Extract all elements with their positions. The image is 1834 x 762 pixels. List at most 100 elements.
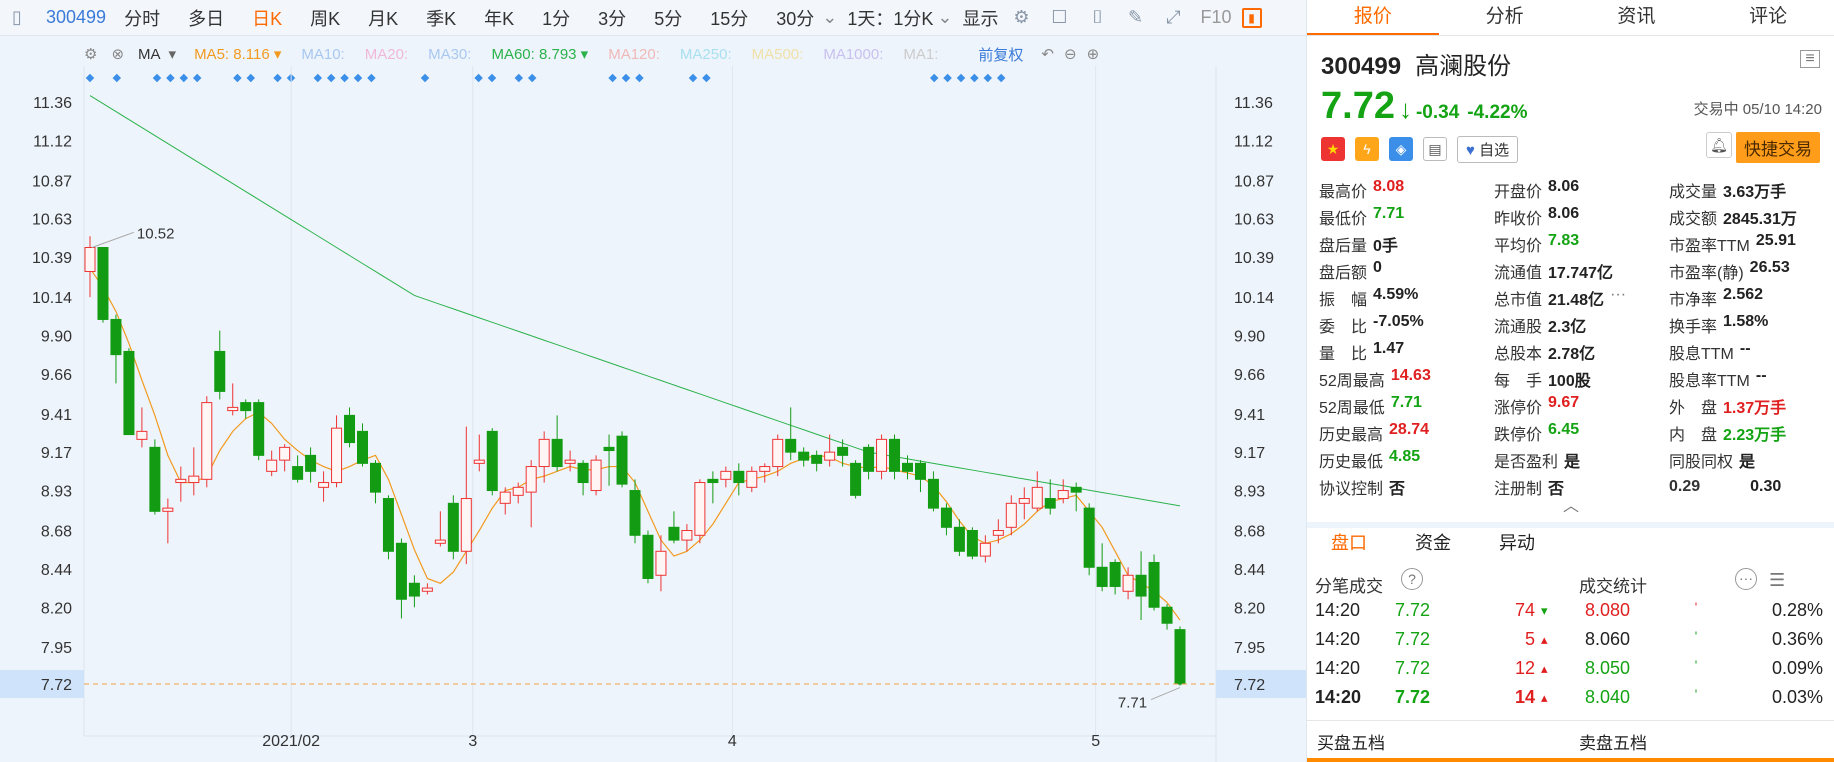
quick-trade-button[interactable]: 快捷交易 [1736, 132, 1820, 163]
stat-label: 总市值 [1494, 291, 1543, 309]
event-marker-icon[interactable] [635, 73, 644, 83]
tab-zhouk[interactable]: 周K [310, 8, 341, 29]
close-icon[interactable]: ⊗ [111, 46, 125, 63]
more-icon[interactable]: ··· [1610, 285, 1627, 303]
tab-yidong[interactable]: 异动 [1499, 533, 1535, 553]
event-marker-icon[interactable] [474, 73, 483, 83]
event-marker-icon[interactable] [353, 73, 363, 83]
stat-cell: 股息率TTM -- [1669, 367, 1829, 391]
kline-chart[interactable]: 11.36 11.36 11.12 11.12 10.87 10.87 10.63 10.63… [0, 66, 1306, 762]
ma500-label[interactable]: MA500: [751, 45, 804, 63]
event-marker-icon[interactable] [192, 73, 202, 83]
tab-rik[interactable]: 日K [252, 8, 283, 29]
event-marker-icon[interactable] [85, 73, 95, 83]
tab-yuek[interactable]: 月K [368, 8, 399, 29]
event-marker-icon[interactable] [179, 73, 189, 83]
stat-value: 9.67 [1548, 393, 1580, 411]
fuquan-button[interactable]: 前复权 [978, 46, 1024, 64]
tab-quote[interactable]: 报价 [1307, 0, 1439, 35]
event-marker-icon[interactable] [621, 73, 631, 83]
panel-toggle-icon[interactable]: ▯ [12, 7, 22, 27]
event-marker-icon[interactable] [996, 73, 1006, 83]
event-marker-icon[interactable] [152, 73, 162, 83]
ma5-label[interactable]: MA5: 8.116 ▾ [194, 46, 282, 63]
event-marker-icon[interactable] [608, 73, 617, 83]
list-icon[interactable]: ☰ [1769, 570, 1786, 590]
event-marker-icon[interactable] [527, 73, 537, 83]
candle-body [642, 534, 654, 579]
help-icon[interactable]: ? [1401, 568, 1423, 590]
sidebar-toggle-icon[interactable]: ▮ [1241, 7, 1262, 28]
tab-30min[interactable]: 30分 [776, 8, 815, 29]
event-marker-icon[interactable] [514, 73, 524, 83]
zoom-out-icon[interactable]: ⊖ [1063, 46, 1077, 63]
event-marker-icon[interactable] [340, 73, 349, 83]
event-marker-icon[interactable] [943, 73, 952, 83]
chevron-down-icon[interactable]: ⌄ [937, 7, 953, 27]
event-marker-icon[interactable] [326, 73, 336, 83]
bell-icon[interactable]: 🔔︎ [1706, 132, 1732, 158]
event-marker-icon[interactable] [112, 73, 122, 83]
chevron-down-icon[interactable]: ▾ [168, 46, 177, 63]
tab-zijin[interactable]: 资金 [1415, 533, 1451, 553]
buy-5-title[interactable]: 买盘五档 [1317, 734, 1385, 753]
more-icon[interactable]: ··· [1735, 568, 1757, 590]
combo-period[interactable]: 1天：1分K [847, 8, 934, 29]
ma250-label[interactable]: MA250: [679, 45, 732, 63]
event-marker-icon[interactable] [956, 73, 966, 83]
camera-icon[interactable]: ⌷ [1092, 7, 1103, 27]
bookmark-icon[interactable]: ▤ [1423, 137, 1447, 161]
tab-duori[interactable]: 多日 [188, 8, 225, 29]
pen-icon[interactable]: ✎ [1127, 7, 1144, 27]
event-marker-icon[interactable] [929, 73, 939, 83]
event-marker-icon[interactable] [420, 73, 430, 83]
settings-icon[interactable]: ⚙ [84, 46, 98, 63]
settings-icon[interactable]: ⚙ [1013, 7, 1030, 27]
tab-pankou[interactable]: 盘口 [1331, 533, 1367, 553]
tab-jik[interactable]: 季K [426, 8, 457, 29]
collapse-icon[interactable]: ︿ [1563, 498, 1580, 515]
ma1-label[interactable]: MA1: [903, 45, 939, 63]
tab-comments[interactable]: 评论 [1749, 6, 1788, 27]
chevron-down-icon[interactable]: ⌄ [822, 7, 838, 27]
sell-5-title[interactable]: 卖盘五档 [1579, 734, 1647, 753]
event-marker-icon[interactable] [233, 73, 242, 83]
event-marker-icon[interactable] [246, 73, 256, 83]
tab-1min[interactable]: 1分 [542, 8, 571, 29]
ma30-label[interactable]: MA30: [428, 45, 472, 63]
stock-code[interactable]: 300499 [46, 7, 107, 27]
event-marker-icon[interactable] [487, 73, 497, 83]
ma120-label[interactable]: MA120: [608, 45, 660, 63]
watchlist-button[interactable]: ♥ 自选 [1457, 135, 1519, 163]
square-icon[interactable]: ☐ [1051, 7, 1068, 27]
event-marker-icon[interactable] [688, 73, 698, 83]
candle-body [305, 454, 317, 472]
candle-body [992, 530, 1004, 536]
event-marker-icon[interactable] [702, 73, 711, 83]
event-marker-icon[interactable] [983, 73, 993, 83]
undo-icon[interactable]: ↶ [1041, 46, 1054, 63]
ma-selector[interactable]: MA [138, 45, 161, 63]
tab-niank[interactable]: 年K [484, 8, 515, 29]
tab-3min[interactable]: 3分 [598, 8, 627, 29]
ma1000-label[interactable]: MA1000: [823, 45, 884, 63]
event-marker-icon[interactable] [970, 73, 979, 83]
tab-analysis[interactable]: 分析 [1485, 6, 1524, 27]
fullscreen-icon[interactable]: ⤢ [1166, 7, 1181, 27]
zoom-in-icon[interactable]: ⊕ [1086, 46, 1100, 63]
display-menu[interactable]: 显示 [962, 8, 999, 29]
event-marker-icon[interactable] [313, 73, 323, 83]
ma10-label[interactable]: MA10: [301, 45, 345, 63]
event-marker-icon[interactable] [367, 73, 376, 83]
ma60-label[interactable]: MA60: 8.793 ▾ [491, 46, 589, 63]
event-marker-icon[interactable] [273, 73, 282, 83]
tab-news[interactable]: 资讯 [1617, 6, 1656, 27]
ma20-label[interactable]: MA20: [364, 45, 409, 63]
menu-icon[interactable]: ≡ [1800, 50, 1820, 68]
stat-label: 最高价 [1319, 183, 1368, 201]
f10-button[interactable]: F10 [1200, 7, 1232, 27]
event-marker-icon[interactable] [166, 73, 175, 83]
tab-15min[interactable]: 15分 [710, 8, 749, 29]
tab-5min[interactable]: 5分 [654, 8, 683, 29]
tab-fenshi[interactable]: 分时 [124, 8, 161, 29]
